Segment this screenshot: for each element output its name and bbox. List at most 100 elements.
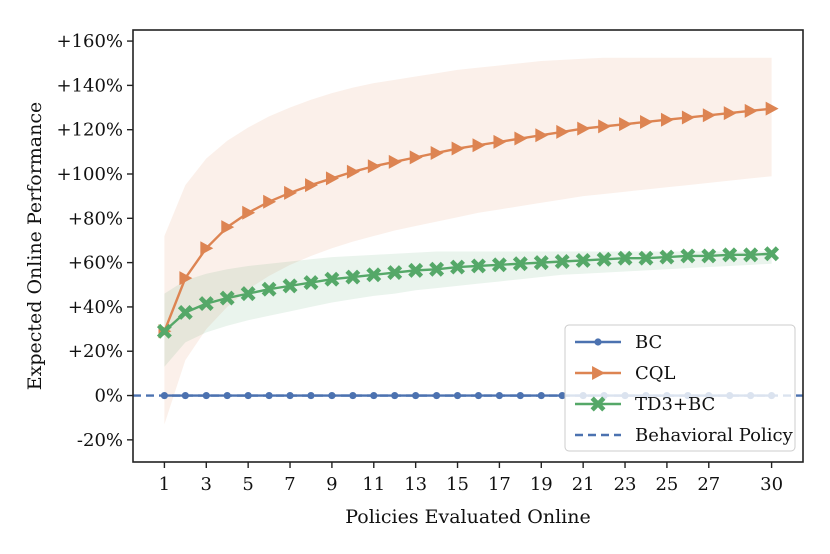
td3-bc-point-stroke-b: [198, 296, 214, 312]
td3-bc-point-stroke-b: [429, 261, 445, 277]
cql-point: [619, 117, 633, 132]
cql-point: [346, 164, 360, 179]
td3-bc-point-stroke-b: [533, 255, 549, 271]
x-tick-label: 5: [242, 474, 253, 495]
td3-bc-point-stroke-b: [240, 286, 256, 302]
td3-bc-point-stroke-b: [680, 248, 696, 264]
bc-point: [160, 391, 169, 400]
bc-point: [307, 391, 315, 400]
td3-bc-point-stroke-b: [408, 262, 424, 278]
cql-point: [221, 220, 235, 235]
legend-label-cql: CQL: [635, 363, 676, 384]
td3-bc-point-stroke-b: [596, 251, 612, 267]
x-tick-label: 25: [655, 474, 678, 495]
bc-point: [181, 391, 189, 400]
td3-bc-point: [575, 252, 591, 268]
td3-bc-point: [512, 256, 528, 272]
td3-bc-point-stroke-b: [638, 250, 654, 266]
td3-bc-point: [198, 296, 214, 312]
cql-point: [765, 101, 779, 116]
td3-bc-point-stroke-b: [282, 278, 298, 294]
y-tick-label: 0%: [94, 386, 123, 407]
td3-bc-point: [638, 250, 654, 266]
bc-point: [537, 391, 545, 400]
td3-bc-point-stroke-b: [450, 259, 465, 275]
td3-bc-point-stroke-b: [303, 275, 319, 291]
legend-label-td3-bc: TD3+BC: [635, 394, 715, 415]
cql-point: [179, 271, 193, 286]
legend-marker-td3-bc: [590, 396, 606, 412]
y-tick-label: +40%: [68, 297, 123, 318]
cql-point: [577, 121, 591, 136]
td3-bc-point: [261, 281, 277, 297]
bc-point: [558, 391, 566, 400]
cql-point: [451, 141, 465, 156]
td3-bc-point-stroke-b: [261, 281, 277, 297]
td3-bc-point: [596, 251, 612, 267]
td3-bc-point: [324, 271, 340, 287]
td3-bc-point-stroke-b: [177, 305, 193, 320]
cql-point: [514, 131, 528, 146]
x-tick-label: 30: [760, 474, 783, 495]
bc-point: [432, 391, 441, 400]
x-axis-ticks: 1 3 5 7 9 11 13 15 17 19 21 23 25 27 30: [159, 462, 783, 495]
plot-frame: [132, 29, 804, 463]
bc-point: [349, 391, 357, 400]
td3-bc-point: [429, 261, 445, 277]
td3-bc-point: [282, 278, 298, 294]
bc-point: [202, 391, 210, 400]
td3-bc-point: [219, 290, 235, 306]
x-tick-label: 19: [530, 474, 553, 495]
bc-point: [495, 391, 504, 400]
td3-bc-point: [303, 275, 319, 291]
td3-bc-point-stroke-b: [659, 249, 675, 265]
cql-point: [640, 114, 653, 129]
td3-bc-point: [554, 254, 570, 269]
td3-bc-point: [491, 257, 507, 273]
x-tick-label: 3: [201, 474, 212, 495]
legend-marker-cql: [592, 366, 605, 380]
bc-point: [328, 391, 336, 400]
td3-bc-point: [345, 269, 361, 285]
td3-bc-point: [450, 259, 465, 275]
x-tick-label: 27: [697, 474, 720, 495]
cql-point: [430, 145, 444, 160]
cql-point: [493, 134, 507, 149]
x-tick-label: 7: [284, 474, 295, 495]
cql-point: [284, 185, 298, 200]
td3-bc-point-stroke-b: [345, 269, 361, 285]
y-axis-ticks: -20% 0% +20% +40% +60% +80% +100% +120% +140% +16…: [56, 31, 133, 451]
bc-point: [474, 391, 483, 400]
bc-point: [370, 391, 378, 400]
y-tick-label: +60%: [68, 253, 123, 274]
td3-bc-point-stroke-b: [743, 247, 759, 263]
td3-bc-point: [743, 247, 759, 263]
cql-point: [200, 241, 214, 256]
td3-bc-point: [177, 305, 193, 320]
cql-point: [409, 150, 423, 165]
cql-point: [325, 171, 339, 186]
td3-bc-point: [240, 286, 256, 302]
td3-bc-point-stroke-b: [722, 247, 738, 263]
td3-bc-point-stroke-b: [156, 323, 172, 339]
td3-bc-point: [617, 250, 633, 266]
bc-point: [412, 391, 420, 400]
td3-bc-point-stroke-b: [512, 256, 528, 272]
x-axis-title: Policies Evaluated Online: [345, 506, 590, 528]
bc-point: [391, 391, 399, 400]
td3-bc-point: [701, 248, 717, 264]
y-tick-label: +20%: [68, 341, 123, 362]
bc-point: [244, 391, 252, 400]
td3-bc-point: [366, 267, 382, 283]
x-tick-label: 13: [404, 474, 427, 495]
cql-point: [472, 138, 486, 153]
cql-point: [305, 178, 318, 193]
cql-point: [535, 128, 549, 143]
x-tick-label: 9: [326, 474, 337, 495]
cql-point: [242, 205, 256, 220]
legend-marker-td3-bc-stroke-b: [590, 396, 606, 412]
y-tick-label: +100%: [56, 164, 123, 185]
td3-bc-point: [722, 247, 738, 263]
cql-point: [681, 110, 695, 125]
td3-bc-point: [387, 265, 403, 281]
